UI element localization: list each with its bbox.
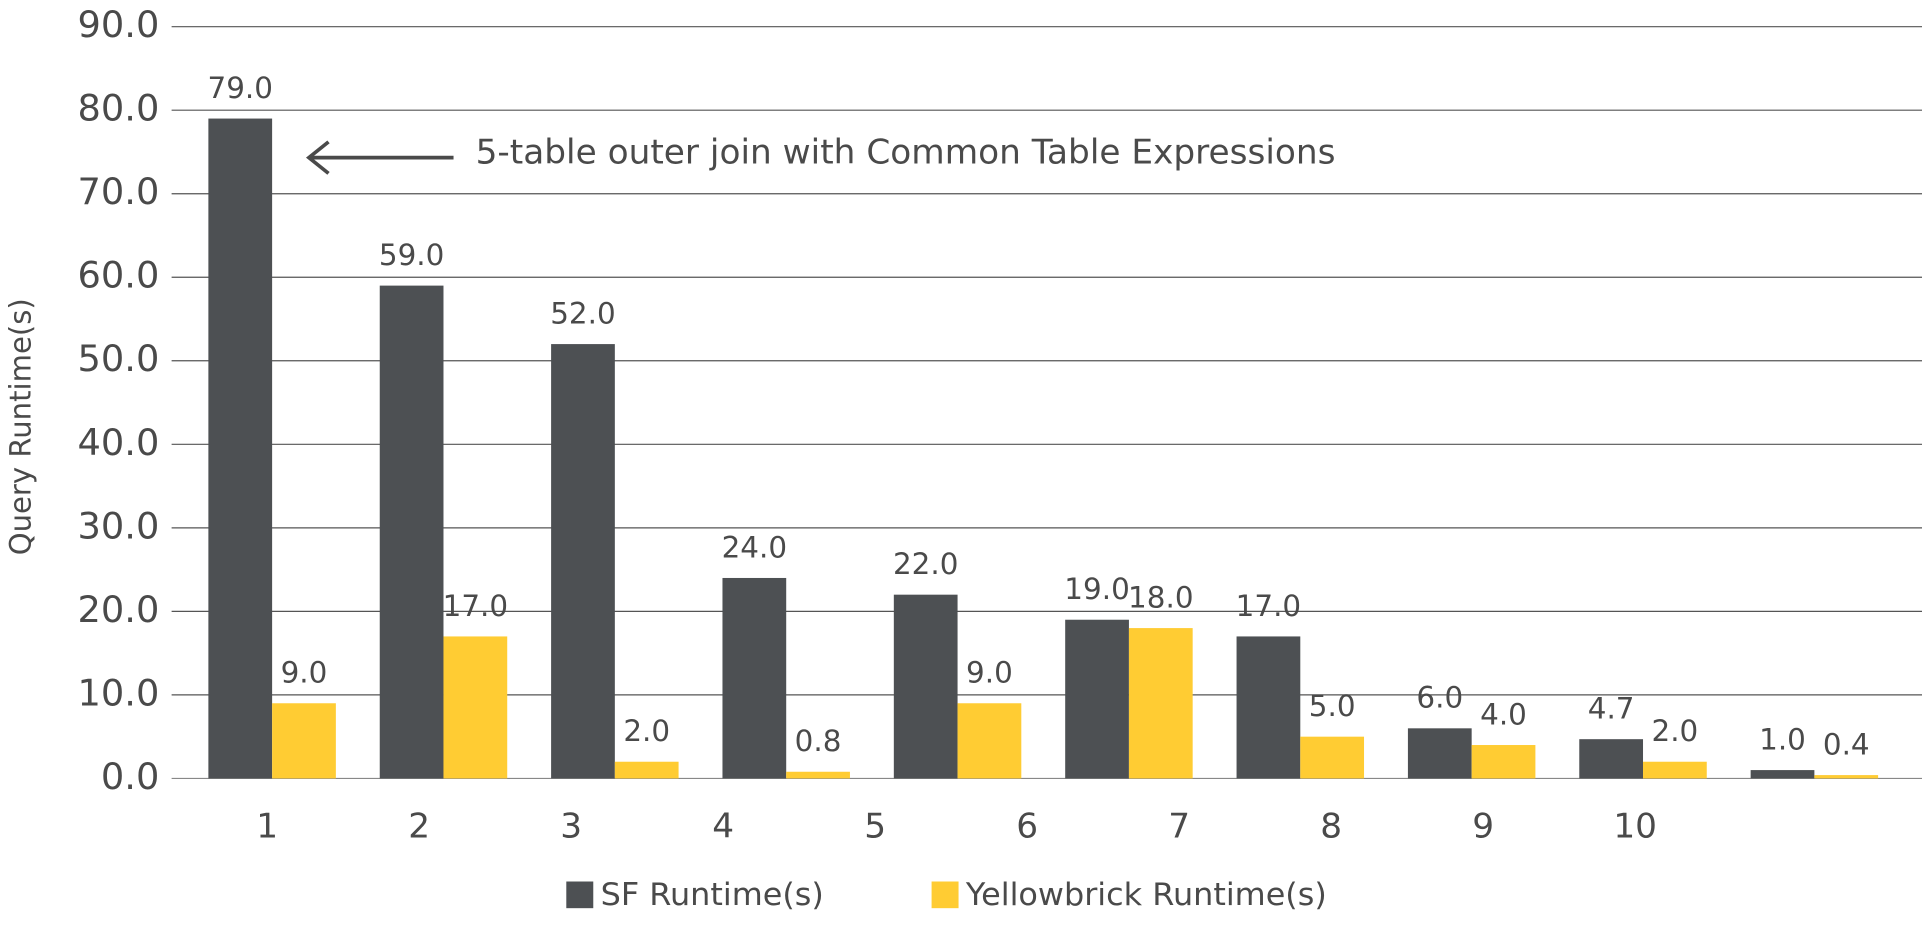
bar (1579, 739, 1644, 779)
value-label: 9.0 (281, 656, 328, 690)
y-tick-label: 30.0 (77, 504, 159, 547)
value-label: 4.7 (1588, 692, 1635, 726)
bar (1300, 736, 1365, 779)
annotation: 5-table outer join with Common Table Exp… (476, 133, 1336, 173)
bar (1128, 628, 1193, 779)
annotation-arrow (305, 140, 454, 175)
legend-swatch (931, 881, 959, 909)
value-label: 4.0 (1480, 698, 1527, 732)
y-tick-label: 80.0 (77, 87, 159, 130)
value-label: 22.0 (893, 547, 958, 581)
x-tick-label: 10 (1613, 807, 1657, 847)
value-label: 2.0 (1651, 714, 1698, 748)
y-tick-label: 0.0 (101, 755, 159, 798)
y-tick-label: 70.0 (77, 170, 159, 213)
x-tick-label: 7 (1168, 807, 1190, 847)
value-label: 79.0 (208, 71, 273, 105)
y-tick-label: 50.0 (77, 337, 159, 380)
x-tick-label: 3 (560, 807, 582, 847)
bar (551, 344, 615, 779)
bar (1065, 619, 1129, 779)
legend-label: Yellowbrick Runtime(s) (965, 877, 1327, 913)
value-label: 0.4 (1823, 728, 1870, 762)
value-label: 1.0 (1759, 723, 1806, 757)
value-label: 17.0 (443, 589, 508, 623)
bar (1750, 770, 1815, 779)
legend-label: SF Runtime(s) (601, 877, 824, 913)
bar (1407, 728, 1472, 779)
y-axis-label: Query Runtime(s) (3, 298, 37, 555)
value-label: 18.0 (1128, 581, 1193, 615)
value-label: 6.0 (1416, 681, 1463, 715)
bar (1814, 775, 1879, 779)
bar (786, 771, 850, 779)
y-tick-label: 40.0 (77, 421, 159, 464)
y-tick-label: 10.0 (77, 672, 159, 715)
x-tick-label: 5 (864, 807, 886, 847)
x-tick-label: 9 (1472, 807, 1494, 847)
x-tick-label: 8 (1320, 807, 1342, 847)
bar (443, 636, 508, 779)
x-tick-label: 1 (256, 807, 278, 847)
bar (272, 703, 336, 779)
value-label: 9.0 (966, 656, 1013, 690)
legend-swatch (566, 881, 594, 909)
value-label: 5.0 (1309, 689, 1356, 723)
y-tick-label: 90.0 (77, 3, 159, 46)
value-label: 19.0 (1064, 572, 1129, 606)
value-label: 17.0 (1236, 589, 1301, 623)
value-label: 2.0 (623, 714, 670, 748)
bar (208, 118, 273, 779)
bar (1236, 636, 1301, 779)
value-label: 59.0 (379, 238, 444, 272)
value-label: 0.8 (795, 724, 842, 758)
bar (957, 703, 1022, 779)
y-tick-label: 60.0 (77, 254, 159, 297)
y-tick-label: 20.0 (77, 588, 159, 631)
x-tick-label: 2 (408, 807, 430, 847)
x-tick-label: 6 (1016, 807, 1038, 847)
x-tick-label: 4 (712, 807, 734, 847)
bar (893, 594, 958, 779)
value-label: 52.0 (550, 297, 615, 331)
bar (1471, 745, 1536, 779)
bar (722, 577, 787, 779)
bar (614, 761, 679, 779)
bar (1643, 761, 1707, 779)
bar (379, 285, 444, 779)
value-label: 24.0 (722, 530, 787, 564)
